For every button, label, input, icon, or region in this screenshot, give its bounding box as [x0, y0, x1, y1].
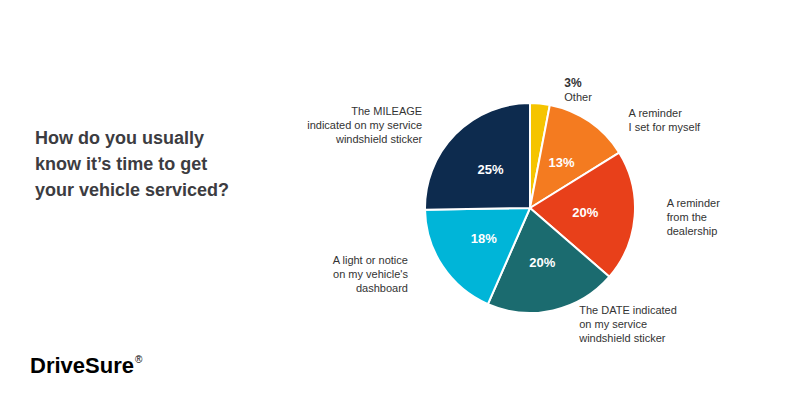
svg-text:3%: 3%	[564, 76, 582, 90]
svg-text:20%: 20%	[529, 255, 555, 270]
svg-text:A reminder: A reminder	[629, 107, 683, 119]
svg-text:Other: Other	[564, 91, 592, 103]
svg-text:from the: from the	[667, 211, 707, 223]
svg-text:indicated on my service: indicated on my service	[307, 119, 422, 131]
svg-text:A light or notice: A light or notice	[333, 254, 408, 266]
svg-text:windshield sticker: windshield sticker	[335, 133, 423, 145]
svg-text:know it’s time to get: know it’s time to get	[35, 154, 207, 174]
svg-text:The MILEAGE: The MILEAGE	[351, 105, 422, 117]
svg-text:windshield sticker: windshield sticker	[578, 332, 666, 344]
svg-text:®: ®	[135, 354, 143, 365]
svg-text:Drive: Drive	[30, 353, 85, 378]
svg-text:I set for myself: I set for myself	[629, 121, 701, 133]
svg-text:Sure: Sure	[85, 353, 134, 378]
svg-text:A reminder: A reminder	[667, 197, 721, 209]
svg-text:13%: 13%	[548, 155, 574, 170]
svg-text:dashboard: dashboard	[356, 282, 408, 294]
svg-text:your vehicle serviced?: your vehicle serviced?	[35, 180, 229, 200]
svg-text:dealership: dealership	[667, 225, 718, 237]
svg-text:How do you usually: How do you usually	[35, 128, 204, 148]
svg-text:on my vehicle's: on my vehicle's	[333, 268, 408, 280]
svg-text:25%: 25%	[477, 162, 503, 177]
svg-text:18%: 18%	[471, 231, 497, 246]
svg-text:20%: 20%	[572, 205, 598, 220]
svg-text:The DATE indicated: The DATE indicated	[579, 304, 677, 316]
svg-text:on my service: on my service	[579, 318, 647, 330]
